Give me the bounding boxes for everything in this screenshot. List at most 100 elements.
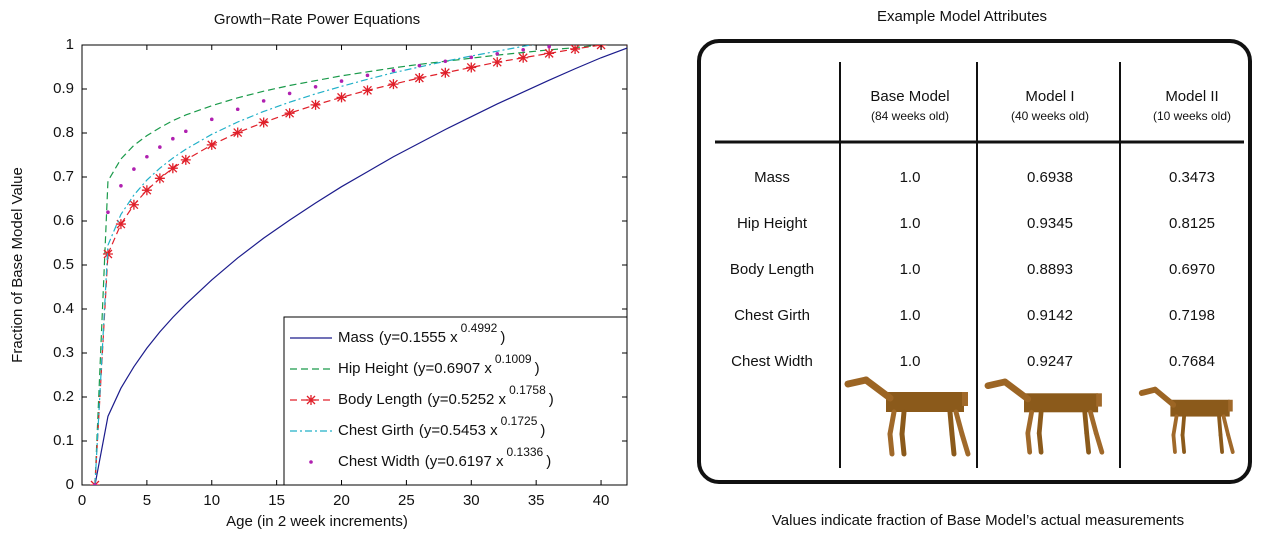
y-tick-label: 0.6 — [53, 212, 74, 229]
horse-model-image — [988, 382, 1102, 452]
series-group — [89, 35, 629, 485]
legend-exponent: 0.1758 — [509, 383, 546, 397]
y-axis-label: Fraction of Base Model Value — [9, 167, 26, 363]
row-label: Chest Width — [731, 353, 813, 370]
legend-label: Chest Girth — [338, 422, 414, 439]
column-header: Model I — [1025, 88, 1074, 105]
legend-label: Hip Height — [338, 360, 409, 377]
table-frame — [697, 39, 1252, 484]
data-point — [443, 59, 448, 64]
data-point — [365, 73, 370, 78]
column-subheader: (10 weeks old) — [1153, 109, 1231, 123]
table-cell: 0.8893 — [1027, 261, 1073, 278]
legend-exponent: 0.4992 — [461, 321, 498, 335]
data-point — [284, 108, 295, 119]
y-tick-label: 1 — [66, 36, 74, 53]
data-point — [417, 63, 422, 68]
legend-exponent: 0.1725 — [501, 414, 538, 428]
y-tick-label: 0.4 — [53, 300, 74, 317]
y-tick-label: 0.1 — [53, 432, 74, 449]
legend-equation: (y=0.1555 x — [379, 329, 458, 346]
data-point — [495, 52, 500, 56]
data-point — [93, 483, 97, 485]
data-point — [306, 395, 316, 405]
legend-exponent: 0.1009 — [495, 352, 532, 366]
data-point — [171, 136, 175, 141]
column-header: Base Model — [870, 88, 949, 105]
data-point — [466, 62, 477, 73]
legend-box — [283, 316, 628, 486]
legend-close: ) — [535, 360, 540, 377]
data-point — [141, 185, 152, 196]
data-point — [599, 38, 603, 42]
legend-label: Body Length — [338, 391, 422, 408]
data-point — [115, 219, 126, 230]
data-point — [544, 48, 555, 59]
row-label: Body Length — [730, 261, 814, 278]
legend-close: ) — [546, 453, 551, 470]
table-cell: 0.9247 — [1027, 353, 1073, 370]
data-point — [258, 117, 269, 128]
legend-equation: (y=0.5252 x — [427, 391, 506, 408]
data-point — [235, 107, 240, 112]
table-cell: 0.6970 — [1169, 261, 1215, 278]
x-tick-label: 10 — [203, 492, 220, 509]
column-subheader: (40 weeks old) — [1011, 109, 1089, 123]
y-tick-label: 0.7 — [53, 168, 74, 185]
data-point — [261, 99, 266, 103]
data-point — [184, 129, 188, 134]
legend-equation: (y=0.6197 x — [425, 453, 504, 470]
table: Base Model (84 weeks old) Model I (40 weeks… — [730, 88, 1231, 370]
x-tick-label: 30 — [463, 492, 480, 509]
data-point — [414, 73, 425, 83]
data-point — [158, 145, 162, 149]
data-point — [570, 45, 581, 54]
data-point — [625, 35, 629, 39]
legend-close: ) — [549, 391, 554, 408]
table-cell: 0.9345 — [1027, 215, 1073, 232]
series-line — [94, 45, 535, 485]
data-point — [521, 48, 525, 52]
table-cell: 0.7684 — [1169, 353, 1215, 370]
table-note: Values indicate fraction of Base Model’s… — [772, 512, 1184, 529]
chart-title: Growth−Rate Power Equations — [214, 11, 420, 28]
legend-exponent: 0.1336 — [507, 445, 544, 459]
horse-model-image — [1142, 390, 1233, 452]
table-cell: 0.6938 — [1027, 169, 1073, 186]
row-label: Mass — [754, 169, 790, 186]
x-tick-label: 20 — [333, 492, 350, 509]
table-cell: 1.0 — [900, 261, 921, 278]
x-tick-label: 25 — [398, 492, 415, 509]
legend-close: ) — [500, 329, 505, 346]
data-point — [145, 154, 149, 159]
y-tick-label: 0.5 — [53, 256, 74, 273]
table-cell: 1.0 — [900, 169, 921, 186]
x-tick-label: 0 — [78, 492, 86, 509]
column-subheader: (84 weeks old) — [871, 109, 949, 123]
x-axis-label: Age (in 2 week increments) — [226, 513, 408, 530]
table-cell: 1.0 — [900, 307, 921, 324]
legend-equation: (y=0.5453 x — [419, 422, 498, 439]
x-tick-label: 5 — [143, 492, 151, 509]
data-point — [492, 57, 503, 68]
data-point — [132, 167, 136, 171]
data-point — [336, 92, 347, 103]
x-tick-label: 40 — [593, 492, 610, 509]
data-point — [388, 79, 399, 90]
data-point — [154, 173, 165, 184]
data-point — [106, 210, 110, 214]
data-point — [128, 199, 139, 210]
data-point — [167, 163, 178, 174]
data-point — [287, 91, 292, 96]
legend-close: ) — [540, 422, 545, 439]
data-point — [391, 68, 396, 73]
data-point — [469, 55, 474, 60]
table-cell: 0.9142 — [1027, 307, 1073, 324]
legend-label: Mass — [338, 329, 374, 346]
data-point — [518, 52, 529, 63]
data-point — [574, 45, 576, 46]
y-tick-label: 0.9 — [53, 80, 74, 97]
table-title: Example Model Attributes — [877, 8, 1047, 25]
table-cell: 1.0 — [900, 353, 921, 370]
series-line — [94, 47, 627, 485]
